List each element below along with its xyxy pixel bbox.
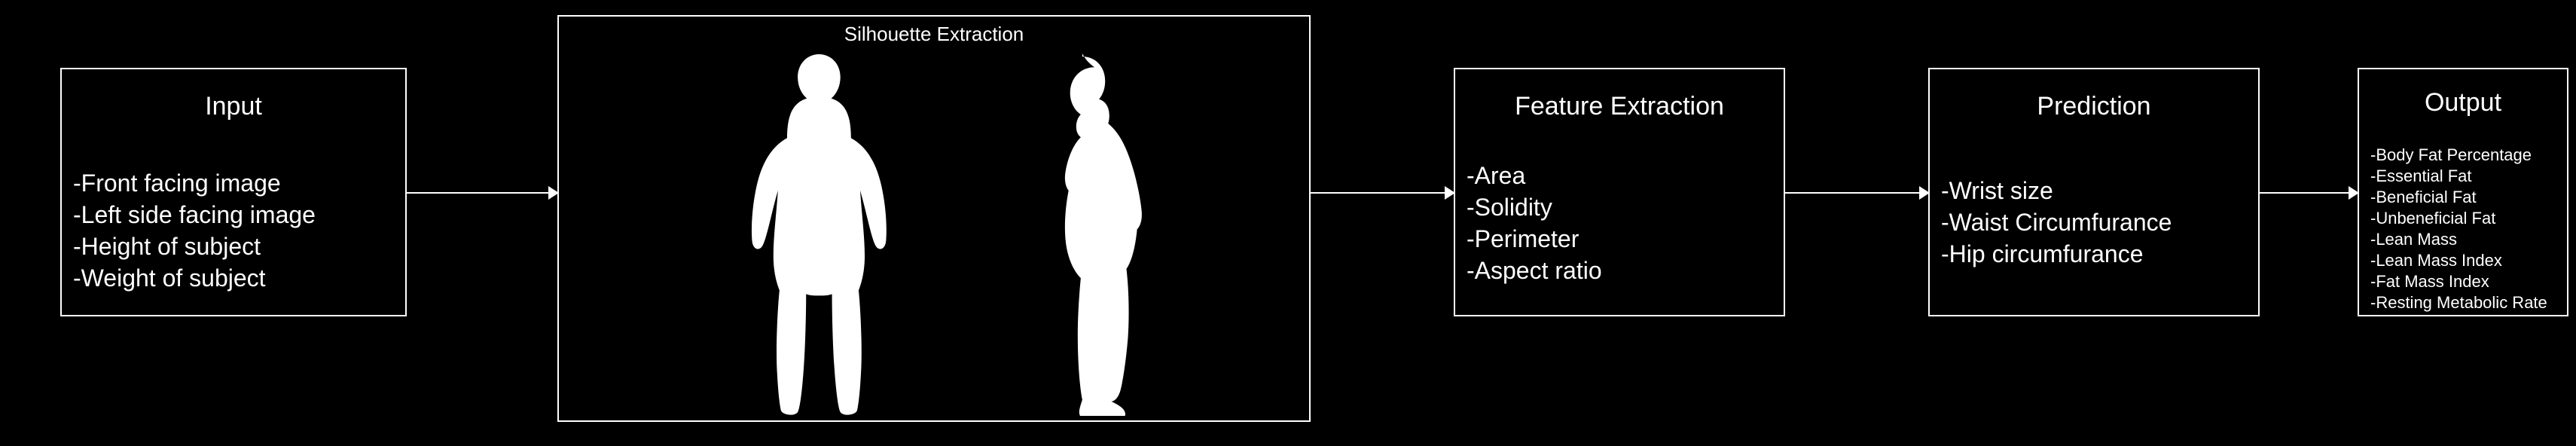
box-silhouette: Silhouette Extraction [557, 15, 1311, 422]
box-feature-item: -Perimeter [1467, 223, 1795, 255]
box-input-item: -Front facing image [73, 167, 417, 199]
box-input-title: Input [62, 92, 405, 121]
box-output-item: -Essential Fat [2370, 166, 2576, 187]
silhouette-front-icon [700, 50, 939, 416]
box-input-item: -Weight of subject [73, 262, 417, 294]
box-prediction-item: -Wrist size [1941, 175, 2269, 206]
box-input-items: -Front facing image -Left side facing im… [73, 167, 417, 294]
silhouette-side-icon [1009, 50, 1171, 416]
box-input-item: -Left side facing image [73, 199, 417, 231]
box-prediction-item: -Hip circumfurance [1941, 238, 2269, 270]
pipeline-diagram: Input -Front facing image -Left side fac… [0, 0, 2576, 446]
arrow-prediction-to-output [2260, 192, 2358, 194]
box-input-item: -Height of subject [73, 231, 417, 262]
box-feature-item: -Aspect ratio [1467, 255, 1795, 286]
box-output-item: -Fat Mass Index [2370, 271, 2576, 292]
box-feature: Feature Extraction -Area -Solidity -Peri… [1454, 68, 1785, 316]
box-output-items: -Body Fat Percentage -Essential Fat -Ben… [2370, 145, 2576, 313]
box-prediction-items: -Wrist size -Waist Circumfurance -Hip ci… [1941, 175, 2269, 270]
box-output-item: -Beneficial Fat [2370, 187, 2576, 208]
box-output-title: Output [2359, 88, 2567, 118]
box-output-item: -Body Fat Percentage [2370, 145, 2576, 166]
box-output-item: -Unbeneficial Fat [2370, 208, 2576, 229]
silhouette-images [664, 50, 1207, 416]
box-feature-item: -Area [1467, 160, 1795, 191]
box-silhouette-title: Silhouette Extraction [559, 23, 1309, 46]
box-feature-title: Feature Extraction [1455, 92, 1784, 121]
box-output-item: -Lean Mass [2370, 229, 2576, 250]
box-prediction-title: Prediction [1930, 92, 2258, 121]
arrow-input-to-silhouette [407, 192, 557, 194]
box-input: Input -Front facing image -Left side fac… [60, 68, 407, 316]
box-prediction-item: -Waist Circumfurance [1941, 206, 2269, 238]
box-feature-item: -Solidity [1467, 191, 1795, 223]
arrow-silhouette-to-feature [1311, 192, 1454, 194]
box-prediction: Prediction -Wrist size -Waist Circumfura… [1928, 68, 2260, 316]
box-output: Output -Body Fat Percentage -Essential F… [2358, 68, 2568, 316]
box-feature-items: -Area -Solidity -Perimeter -Aspect ratio [1467, 160, 1795, 286]
arrow-feature-to-prediction [1785, 192, 1928, 194]
box-output-item: -Resting Metabolic Rate [2370, 292, 2576, 313]
box-output-item: -Lean Mass Index [2370, 250, 2576, 271]
